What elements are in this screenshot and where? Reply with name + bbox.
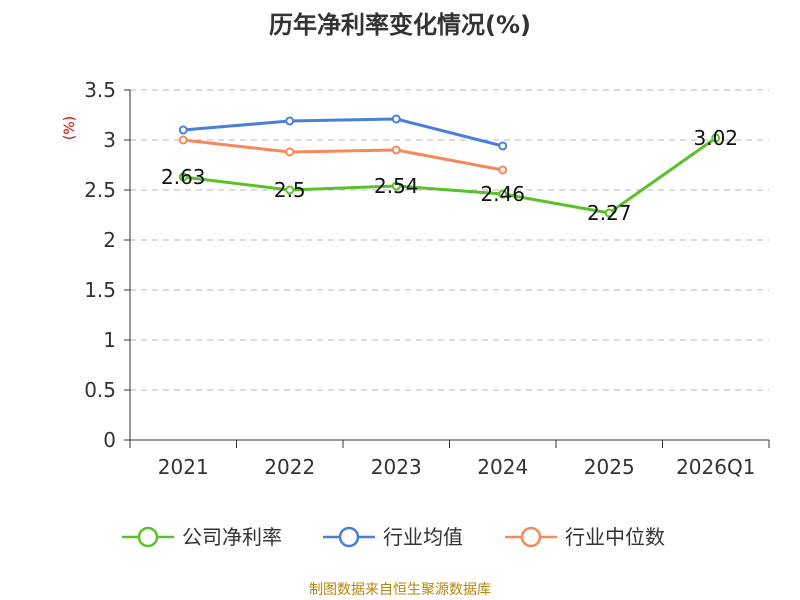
gridlines — [130, 89, 769, 391]
data-label: 2.5 — [274, 178, 306, 202]
data-point — [498, 141, 508, 151]
data-label: 2.63 — [161, 165, 206, 189]
legend-marker — [520, 526, 542, 548]
x-tick-label: 2022 — [264, 455, 315, 479]
series-lines — [178, 114, 721, 218]
y-tick-label: 1 — [103, 328, 116, 352]
y-axis-unit: (%) — [62, 116, 78, 140]
data-labels: 2.63 2.5 2.54 2.46 2.27 3.02 — [161, 126, 738, 225]
y-tick-label: 1.5 — [84, 278, 116, 302]
data-point — [391, 181, 401, 191]
x-tick-label: 2025 — [584, 455, 635, 479]
x-tick-label: 2023 — [371, 455, 422, 479]
legend-label: 行业均值 — [383, 525, 463, 549]
data-point — [178, 172, 188, 182]
data-point — [498, 189, 508, 199]
series-line-0 — [183, 136, 717, 215]
data-point — [498, 165, 508, 175]
data-point — [391, 145, 401, 155]
data-point — [711, 133, 721, 143]
chart-title: 历年净利率变化情况(%) — [269, 11, 531, 39]
data-point — [604, 208, 614, 218]
data-point — [285, 116, 295, 126]
legend-marker — [338, 526, 360, 548]
y-tick-label: 0 — [103, 428, 116, 452]
data-point — [178, 125, 188, 135]
y-tick-label: 3.5 — [84, 78, 116, 102]
legend-marker — [137, 526, 159, 548]
x-tick-label: 2024 — [477, 455, 528, 479]
y-tick-label: 2 — [103, 228, 116, 252]
series-line-2 — [183, 138, 504, 172]
x-tick-label: 2026Q1 — [676, 455, 755, 479]
data-point — [391, 114, 401, 124]
data-label: 3.02 — [693, 126, 738, 150]
data-label: 2.27 — [587, 201, 632, 225]
data-point — [178, 135, 188, 145]
data-point — [285, 185, 295, 195]
y-tick-label: 2.5 — [84, 178, 116, 202]
legend-label: 公司净利率 — [182, 525, 282, 549]
legend-label: 行业中位数 — [565, 525, 665, 549]
data-label: 2.54 — [374, 174, 419, 198]
legend: 公司净利率 行业均值 行业中位数 — [122, 525, 665, 549]
y-tick-label: 0.5 — [84, 378, 116, 402]
data-point — [285, 147, 295, 157]
y-tick-label: 3 — [103, 128, 116, 152]
data-label: 2.46 — [480, 182, 525, 206]
series-line-1 — [183, 117, 504, 148]
source-note: 制图数据来自恒生聚源数据库 — [309, 582, 491, 598]
axes: 0 0.5 1 1.5 2 2.5 3 3.5 2021 2022 2023 2024 2025 2026… — [84, 78, 770, 479]
x-tick-label: 2021 — [158, 455, 209, 479]
